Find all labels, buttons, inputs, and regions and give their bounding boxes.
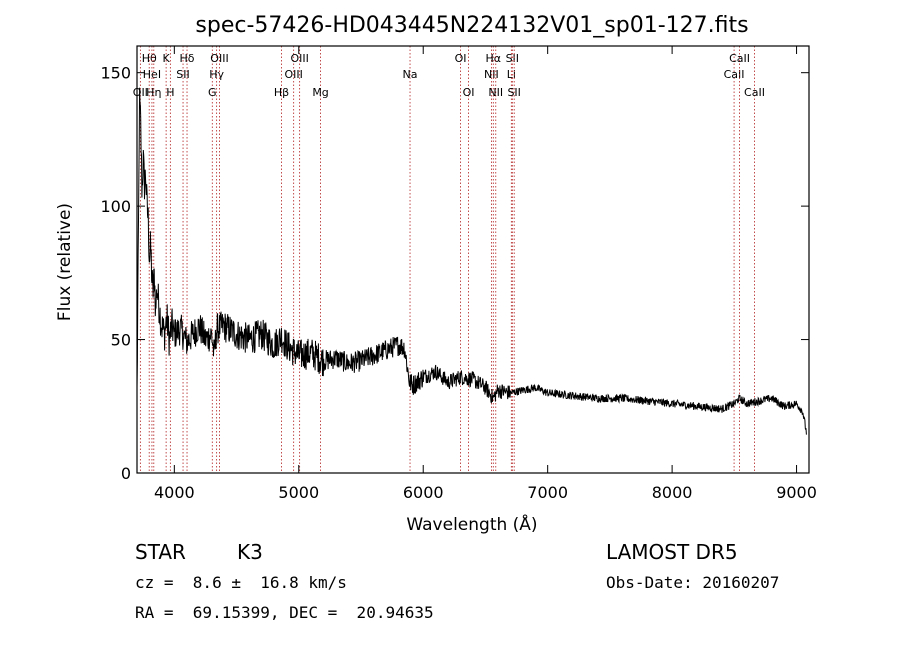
- y-tick-label-1: 50: [111, 331, 131, 350]
- marker-label-1: Hθ: [142, 52, 157, 65]
- observation-date: Obs-Date: 20160207: [606, 573, 780, 592]
- marker-label-20: NII: [488, 86, 503, 99]
- marker-label-8: G: [208, 86, 217, 99]
- marker-label-3: Hη: [146, 86, 161, 99]
- marker-label-13: OIII: [290, 52, 308, 65]
- chart-title: spec-57426-HD043445N224132V01_sp01-127.f…: [195, 13, 748, 38]
- marker-label-9: Hγ: [209, 68, 224, 81]
- marker-label-7: Hδ: [180, 52, 195, 65]
- y-tick-label-2: 100: [100, 197, 131, 216]
- marker-label-14: Mg: [312, 86, 328, 99]
- x-axis-label: Wavelength (Å): [406, 513, 537, 535]
- marker-label-26: CaII: [744, 86, 765, 99]
- marker-label-25: CaII: [729, 52, 750, 65]
- marker-label-6: SII: [176, 68, 189, 81]
- marker-label-16: OI: [455, 52, 467, 65]
- marker-label-23: SII: [507, 86, 520, 99]
- axis-ticks: 4000 5000 6000 7000 8000 9000 0 50 100 150: [100, 46, 817, 502]
- x-tick-label-1: 5000: [278, 483, 319, 502]
- x-tick-label-4: 8000: [652, 483, 693, 502]
- object-subclass: K3: [237, 540, 263, 564]
- plot-frame: [136, 45, 810, 474]
- marker-label-5: H: [166, 86, 174, 99]
- marker-label-17: OI: [463, 86, 475, 99]
- x-tick-label-3: 7000: [527, 483, 568, 502]
- y-tick-label-0: 0: [121, 464, 131, 483]
- y-tick-label-3: 150: [100, 64, 131, 83]
- sky-coordinates: RA = 69.15399, DEC = 20.94635: [135, 603, 434, 622]
- marker-label-2: HeI: [143, 68, 161, 81]
- marker-label-10: OIII: [210, 52, 228, 65]
- emission-line-markers: OIIHθHeIHηKHSIIHδGHγOIIIHβOIIIOIIIMgNaOI…: [133, 46, 765, 473]
- marker-label-21: Li: [507, 68, 516, 81]
- marker-label-22: SII: [506, 52, 519, 65]
- object-class: STAR: [135, 540, 186, 564]
- marker-label-24: CaII: [724, 68, 745, 81]
- marker-label-15: Na: [403, 68, 418, 81]
- marker-label-19: Hα: [486, 52, 502, 65]
- x-tick-label-2: 6000: [403, 483, 444, 502]
- x-tick-label-0: 4000: [154, 483, 195, 502]
- survey-name: LAMOST DR5: [606, 540, 738, 564]
- redshift-value: cz = 8.6 ± 16.8 km/s: [135, 573, 347, 592]
- marker-label-12: OIII: [284, 68, 302, 81]
- marker-label-4: K: [163, 52, 171, 65]
- spectrum-line: [136, 87, 807, 435]
- marker-label-18: NII: [484, 68, 499, 81]
- y-axis-label: Flux (relative): [55, 203, 75, 321]
- x-tick-label-5: 9000: [776, 483, 817, 502]
- marker-label-11: Hβ: [274, 86, 289, 99]
